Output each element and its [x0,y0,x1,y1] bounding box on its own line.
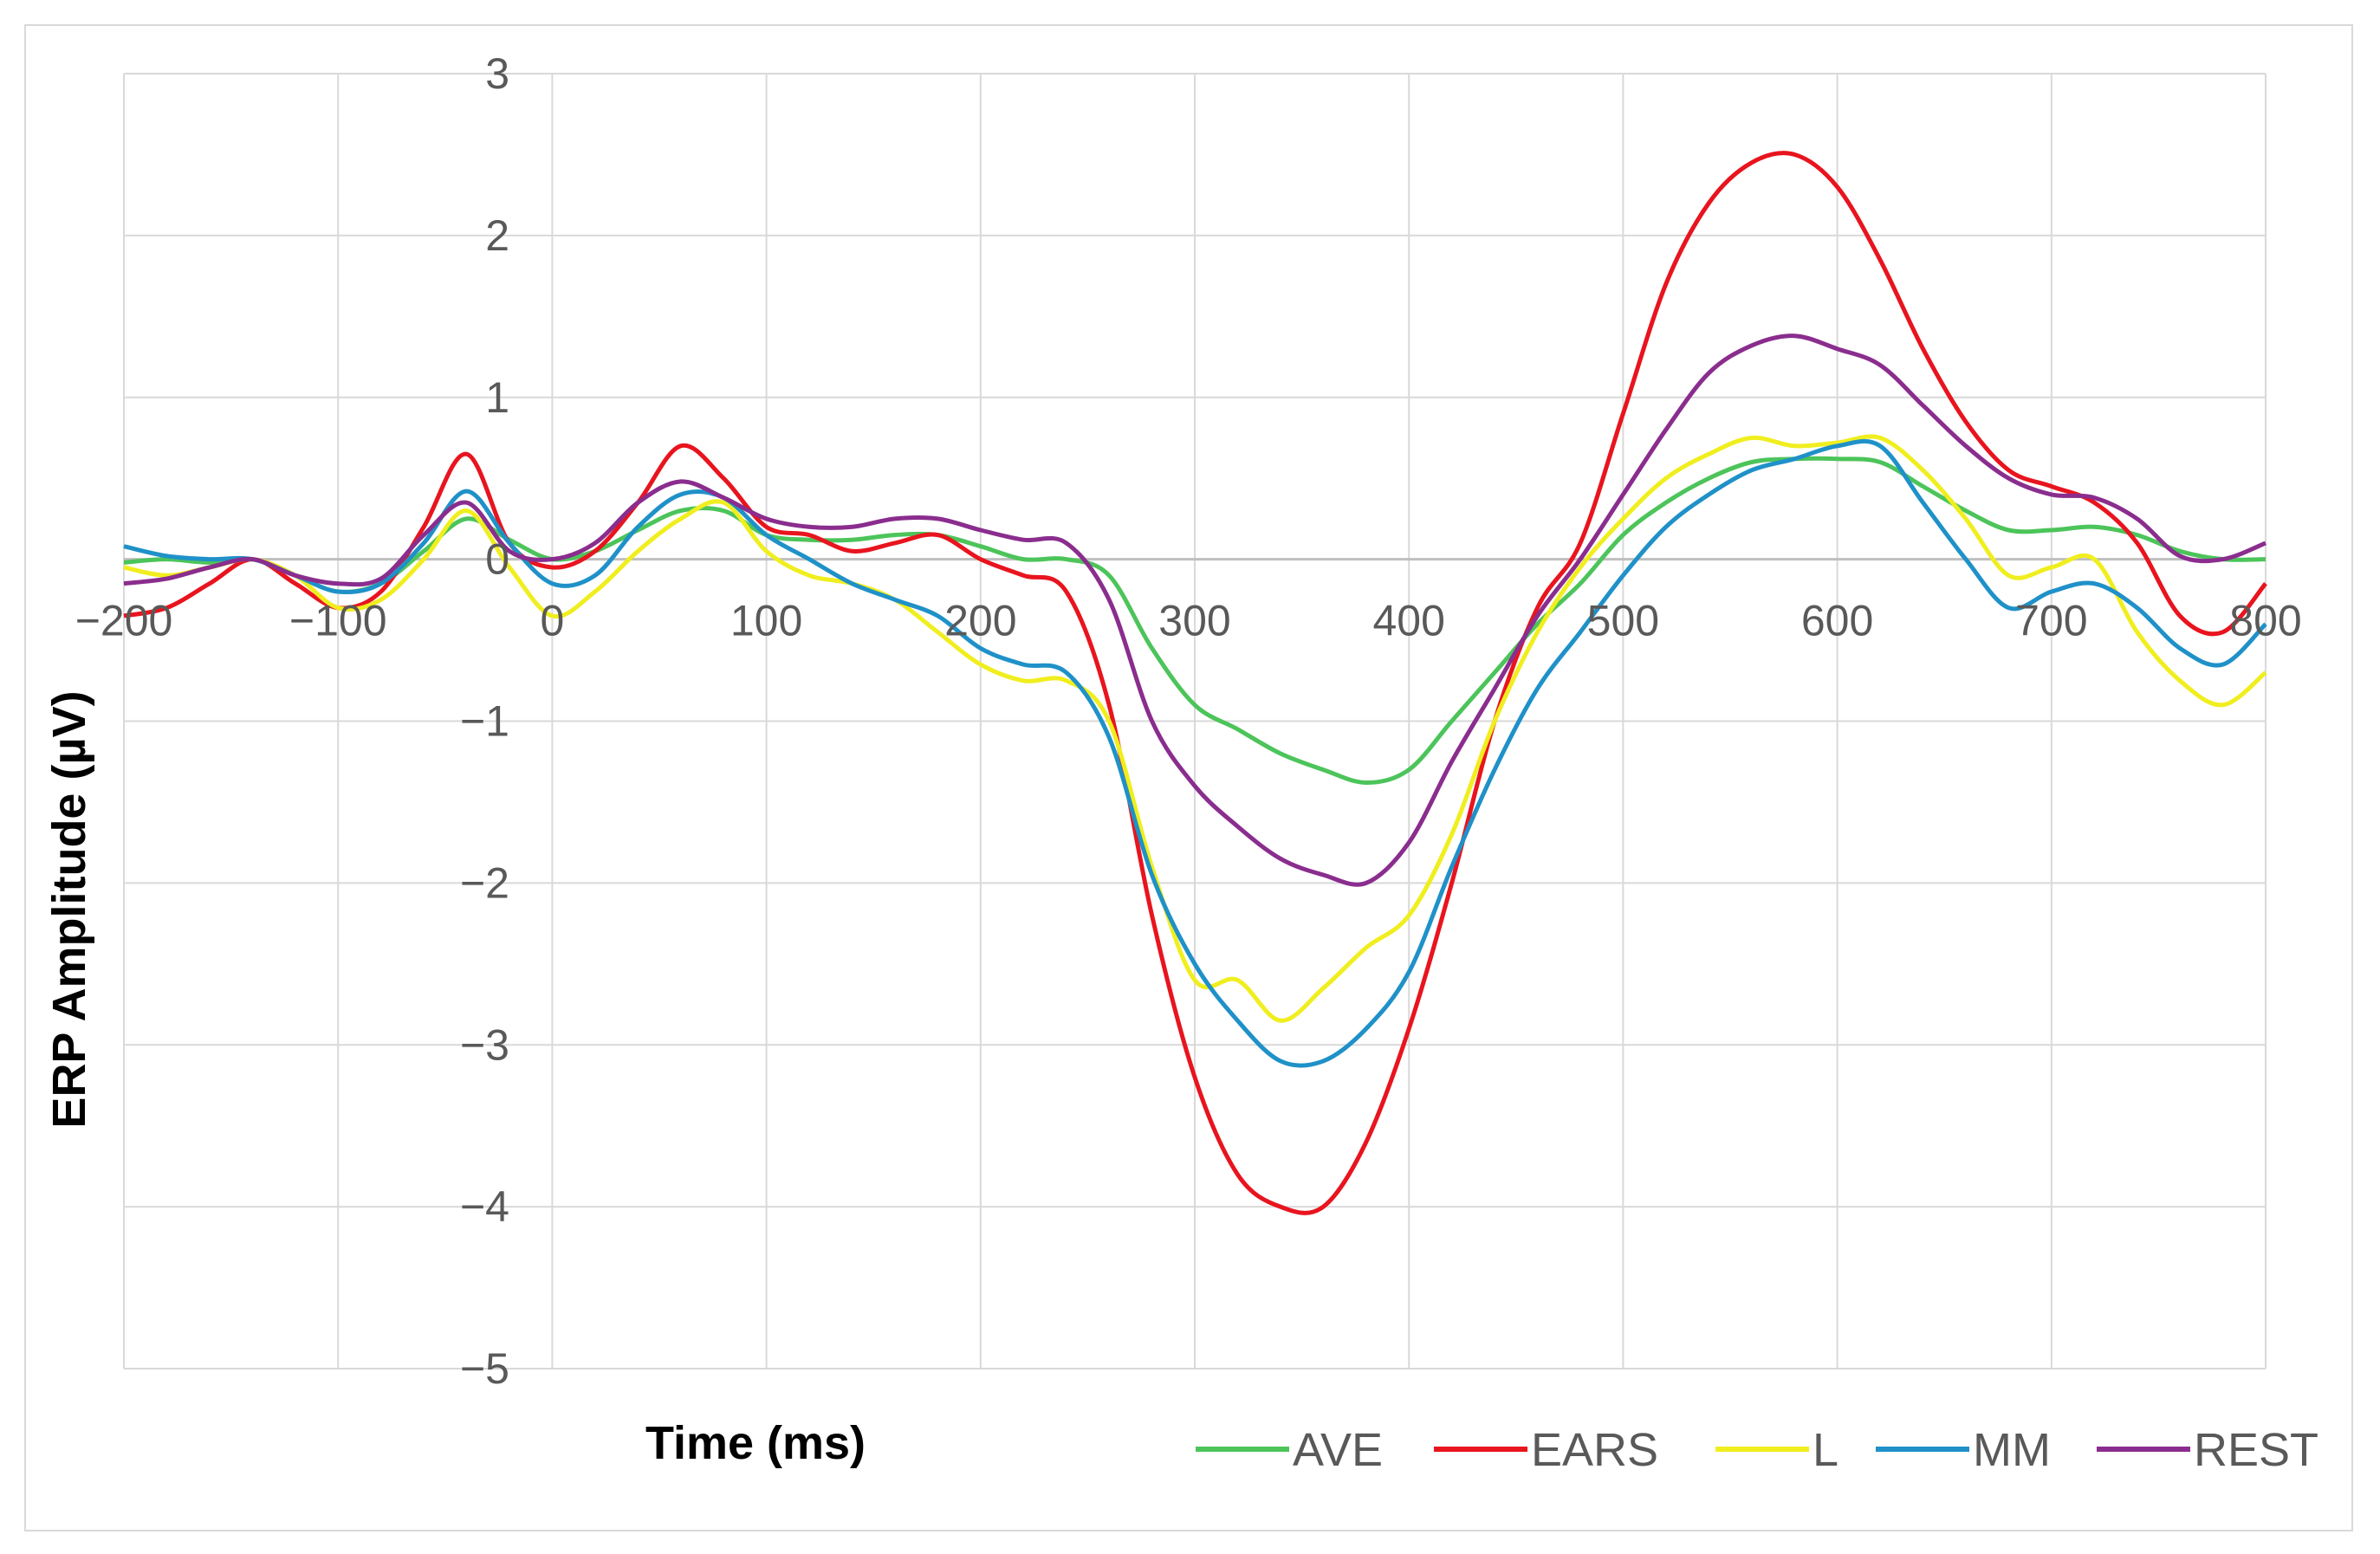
x-tick-label: 300 [1158,597,1230,645]
chart-border [24,24,2353,1531]
y-tick-label: 0 [485,535,509,584]
legend-label-ave: AVE [1293,1424,1383,1476]
x-tick-label: 100 [730,597,802,645]
tick-labels: −200 −100 0 100 200 300 400 500 600 700 800 3 2 1 0 −1 −… [75,49,2302,1393]
series-line-rest [123,333,2267,887]
x-tick-label: 800 [2229,597,2301,645]
y-tick-label: −5 [460,1344,509,1393]
legend: AVE EARS L MM REST [1196,1424,2318,1476]
y-tick-label: −3 [460,1020,509,1069]
x-tick-label: 700 [2015,597,2087,645]
legend-label-ears: EARS [1531,1424,1658,1476]
x-tick-label: 600 [1801,597,1873,645]
series-line-mm [123,438,2267,1068]
legend-label-l: L [1813,1424,1839,1476]
y-tick-label: 1 [485,373,509,422]
y-tick-label: 3 [485,49,509,98]
series-line-l [123,434,2267,1023]
x-tick-label: 200 [944,597,1016,645]
legend-label-mm: MM [1973,1424,2051,1476]
x-tick-label: 400 [1372,597,1444,645]
series-lines [123,151,2267,1215]
y-tick-label: −2 [460,858,509,907]
x-axis-title: Time (ms) [645,1417,866,1469]
x-tick-label: −100 [289,597,387,645]
y-tick-label: −4 [460,1182,509,1231]
x-tick-label: 500 [1587,597,1659,645]
legend-label-rest: REST [2194,1424,2318,1476]
grid [123,73,2267,1369]
y-axis-title: ERP Amplitude (µV) [43,690,95,1128]
y-tick-label: 2 [485,211,509,260]
x-tick-label: 0 [540,597,564,645]
x-tick-label: −200 [75,597,173,645]
y-tick-label: −1 [460,697,509,746]
